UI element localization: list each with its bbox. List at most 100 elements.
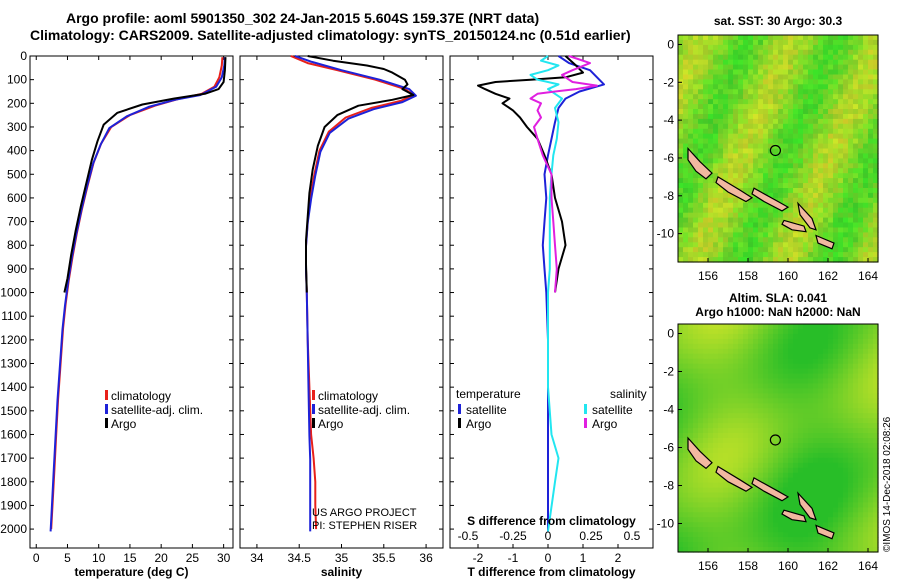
sla-map-cell [808,443,814,449]
sla-map-cell [793,527,799,533]
sla-map-cell [718,443,724,449]
sla-map-cell [773,423,779,429]
sst-map-cell [763,44,769,51]
sst-map-cell [873,74,879,80]
sla-map-cell [858,408,864,414]
sst-map-cell [733,49,739,56]
sst-map-cell [773,138,779,145]
sla-map-cell [828,413,834,419]
sst-map-cell [793,192,799,199]
sla-map-cell [698,398,704,404]
sst-map-cell [773,133,779,140]
sla-map-cell [773,477,779,484]
sla-map-cell [733,403,739,409]
sst-map-cell [788,64,794,71]
sla-map-cell [738,517,744,523]
sla-map-cell [683,373,689,380]
sla-map-cell [803,492,809,499]
sst-map-cell [758,79,764,85]
sla-map-cell [768,542,774,548]
sla-map-cell [778,477,784,484]
sst-map-cell [743,173,749,179]
sla-map-cell [838,418,844,424]
sst-map-cell [808,197,814,204]
sst-map-cell [703,163,709,169]
sla-map-cell [848,393,854,399]
sla-map-cell [753,413,759,419]
sst-map-cell [693,173,699,179]
sst-map-cell [803,44,809,51]
sst-map-cell [828,109,834,115]
sst-map-cell [748,128,754,135]
sla-map-cell [823,502,829,508]
sla-map-cell [788,517,794,523]
sla-map-cell [738,487,744,494]
salinity-legend-entry: satellite-adj. clim. [318,403,410,417]
sla-map-cell [693,378,699,385]
sst-map-cell [828,163,834,169]
sla-map-cell [778,403,784,409]
sst-map-cell [753,59,759,66]
sla-map-cell [768,477,774,484]
sla-map-cell [853,324,859,330]
sst-map-cell [773,69,779,75]
sst-map-cell [763,163,769,169]
sst-map-cell [813,59,819,66]
sst-map-cell [703,89,709,95]
sst-map-cell [798,158,804,164]
sla-map-cell [703,507,709,513]
sst-map-cell [853,252,859,258]
sst-map-cell [688,133,694,140]
sla-map-cell [713,438,719,444]
difference-legend-entry: satellite [466,403,507,417]
sst-map-cell [823,123,829,130]
sla-map-cell [843,487,849,494]
sla-map-cell [708,512,714,518]
sla-map-cell [698,368,704,375]
sla-map-cell [788,413,794,419]
sst-map-cell [873,227,879,233]
sla-map-cell [868,338,874,345]
sla-map-cell [833,447,839,454]
sst-map-cell [808,247,814,253]
sla-map-cell [873,438,879,444]
sst-map-cell [748,143,754,150]
sst-map-cell [843,202,849,209]
sst-map-cell [698,104,704,110]
sst-map-cell [848,212,854,219]
sla-map-cell [708,497,714,504]
sla-map-cell [783,467,789,474]
sst-map-cell [843,237,849,243]
sla-map-cell [838,343,844,350]
sst-map-cell [748,158,754,164]
sst-map-cell [758,35,764,41]
sst-map-cell [698,153,704,159]
sst-map-cell [703,247,709,253]
sla-map-cell [798,537,804,543]
sst-map-cell [688,202,694,209]
sst-map-cell [733,257,739,263]
sla-map-cell [823,467,829,474]
sla-map-cell [873,343,879,350]
sla-map-cell [763,413,769,419]
sst-map-cell [803,237,809,243]
sst-map-cell [848,59,854,66]
sla-map-cell [758,423,764,429]
sst-map-cell [843,188,849,194]
sla-map-cell [733,358,739,365]
sst-map-cell [813,188,819,194]
sst-map-cell [773,109,779,115]
sst-map-cell [688,232,694,238]
sst-map-cell [713,163,719,169]
sla-map-cell [818,358,824,365]
sst-map-cell [863,192,869,199]
sst-map-cell [788,192,794,199]
sla-map-cell [783,438,789,444]
sla-map-cell [748,393,754,399]
sst-map-cell [678,242,684,248]
sst-map-cell [863,123,869,130]
sla-map-cell [728,418,734,424]
sst-map-cell [763,84,769,90]
sla-map-cell [813,512,819,518]
sst-map-cell [728,79,734,85]
